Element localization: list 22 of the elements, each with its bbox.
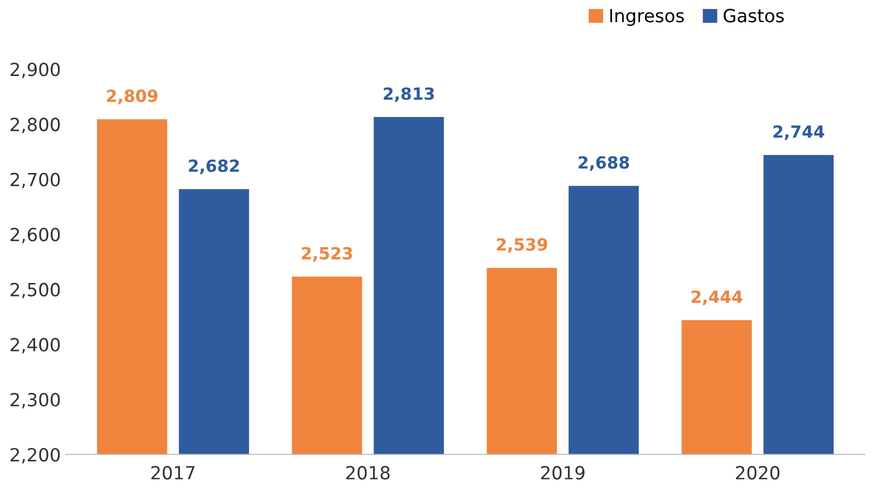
data-label: 2,744 (774, 125, 824, 140)
y-tick-label: 2,400 (10, 338, 60, 354)
x-tick-label: 2020 (736, 466, 780, 480)
y-tick-label: 2,500 (10, 282, 60, 298)
data-label: 2,444 (692, 290, 742, 306)
legend-label: Gastos (724, 8, 784, 22)
data-label: 2,523 (302, 246, 352, 262)
y-tick-label: 2,900 (10, 62, 60, 78)
data-label: 2,809 (107, 90, 158, 104)
y-tick-label: 2,800 (10, 118, 60, 134)
data-label: 2,682 (188, 159, 239, 174)
x-tick-label: 2019 (541, 466, 584, 480)
data-label: 2,688 (578, 156, 630, 171)
x-tick-label: 2017 (151, 466, 194, 480)
x-tick-label: 2018 (346, 466, 390, 480)
data-label: 2,813 (384, 87, 434, 102)
y-tick-label: 2,600 (10, 228, 60, 244)
data-label: 2,539 (496, 238, 548, 253)
legend-label: Ingresos (610, 9, 684, 26)
y-tick-label: 2,700 (10, 172, 60, 188)
y-tick-label: 2,200 (10, 448, 60, 464)
y-tick-label: 2,300 (10, 392, 60, 408)
